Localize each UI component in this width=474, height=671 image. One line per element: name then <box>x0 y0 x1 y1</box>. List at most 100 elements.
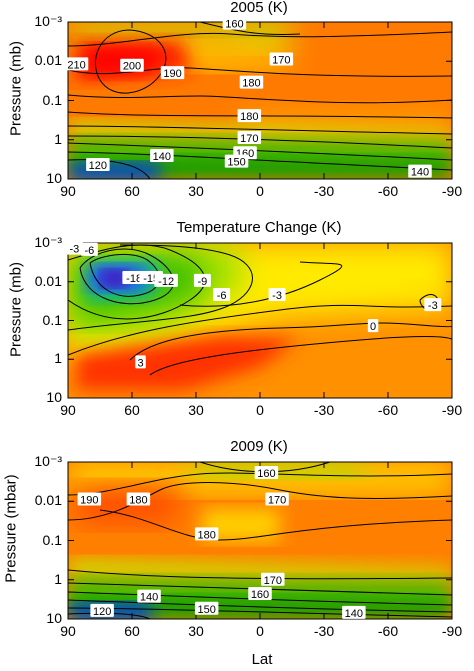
svg-text:160: 160 <box>251 589 269 601</box>
y-tick-label: 1 <box>54 350 62 367</box>
x-tick-label: 30 <box>188 183 204 199</box>
svg-text:180: 180 <box>197 529 215 541</box>
contour-label: 170 <box>237 130 262 145</box>
y-tick-label: 10 <box>46 389 62 405</box>
svg-text:140: 140 <box>345 608 363 620</box>
heat-region <box>183 462 376 478</box>
contour-label: 0 <box>367 319 379 333</box>
heat-region <box>202 509 280 541</box>
contour-line <box>68 111 452 119</box>
contour-label: 180 <box>126 492 151 506</box>
y-tick-label: 0.01 <box>34 52 62 69</box>
y-tick-label: 10 <box>46 170 62 186</box>
svg-text:150: 150 <box>197 604 215 616</box>
contour-line <box>99 509 452 541</box>
x-tick-label: -90 <box>441 623 463 639</box>
contour-label: 160 <box>248 586 272 601</box>
contour-label: 160 <box>222 16 247 31</box>
svg-text:-18: -18 <box>126 273 142 285</box>
contour-label: 150 <box>224 154 249 169</box>
svg-text:-6: -6 <box>84 245 94 257</box>
y-tick-label: 0.01 <box>34 272 62 289</box>
contour-label: -3 <box>424 298 442 312</box>
y-tick-label: 1 <box>54 130 62 147</box>
heat-region <box>68 157 452 179</box>
contour-line <box>179 261 343 307</box>
contour-line <box>68 304 452 356</box>
contour-line <box>68 612 151 619</box>
contour-line <box>68 569 452 580</box>
contour-label: 170 <box>269 52 294 66</box>
x-tick-label: 0 <box>256 183 264 199</box>
contour-line <box>149 336 452 376</box>
svg-text:170: 170 <box>264 575 282 587</box>
heat-region <box>405 281 437 295</box>
svg-text:120: 120 <box>93 606 111 618</box>
svg-text:190: 190 <box>163 68 181 80</box>
contour-line <box>68 142 452 161</box>
svg-text:-3: -3 <box>70 244 80 256</box>
contour-label: 180 <box>194 527 219 541</box>
x-tick-label: -90 <box>441 402 463 418</box>
svg-text:140: 140 <box>140 592 158 604</box>
svg-text:140: 140 <box>411 167 429 179</box>
x-tick-label: -90 <box>441 183 463 199</box>
svg-text:160: 160 <box>225 19 243 31</box>
y-tick-label: 10⁻³ <box>34 453 62 469</box>
contour-label: -12 <box>154 273 178 288</box>
svg-text:-3: -3 <box>272 290 282 302</box>
contour-label: 190 <box>160 66 185 80</box>
svg-text:180: 180 <box>240 111 258 123</box>
panel-title-change: Temperature Change (K) <box>176 219 342 236</box>
x-tick-label: 60 <box>124 183 140 199</box>
heatmap-field-0 <box>68 22 452 179</box>
contour-line <box>68 159 151 179</box>
contour-label: 140 <box>137 589 161 604</box>
y-tick-label: 1 <box>54 570 62 587</box>
x-tick-label: -60 <box>377 623 399 639</box>
panel-title-2009: 2009 (K) <box>230 438 288 455</box>
svg-text:-6: -6 <box>217 290 227 302</box>
contour-label: 150 <box>194 601 219 616</box>
contour-label: 170 <box>265 492 289 506</box>
contour-label: 140 <box>150 149 174 163</box>
contour-line <box>68 482 452 521</box>
contour-label: 3 <box>135 355 146 369</box>
contour-line <box>68 582 452 596</box>
contour-label: 190 <box>77 492 102 506</box>
contour-line <box>68 244 253 331</box>
svg-text:-9: -9 <box>198 276 208 288</box>
contour-line <box>68 31 452 47</box>
svg-text:-12: -12 <box>158 276 174 288</box>
contour-line <box>68 125 452 135</box>
contour-line <box>68 135 452 149</box>
contour-label: 180 <box>237 109 262 123</box>
contour-label: 120 <box>86 158 110 172</box>
svg-text:210: 210 <box>67 59 85 71</box>
contour-line <box>68 472 452 496</box>
contour-label: 160 <box>254 465 279 480</box>
y-tick-label: 10 <box>46 610 62 626</box>
contour-line <box>68 599 452 613</box>
contour-line <box>199 22 301 35</box>
contour-label: -9 <box>193 273 211 288</box>
x-tick-label: -60 <box>377 402 399 418</box>
svg-text:-3: -3 <box>428 300 438 312</box>
svg-text:3: 3 <box>137 357 143 369</box>
svg-text:120: 120 <box>89 160 107 172</box>
heat-region <box>102 270 126 287</box>
contour-label: -6 <box>213 288 231 302</box>
x-tick-label: 60 <box>124 623 140 639</box>
heat-region <box>68 163 161 179</box>
y-tick-label: 10⁻³ <box>34 13 62 29</box>
panel-title-2005: 2005 (K) <box>230 0 288 16</box>
contour-label: 200 <box>120 58 144 73</box>
x-tick-label: 90 <box>60 623 76 639</box>
contour-line <box>68 67 452 77</box>
contour-label: 210 <box>64 57 89 71</box>
x-tick-label: 60 <box>124 402 140 418</box>
heat-region <box>75 336 299 391</box>
svg-text:170: 170 <box>268 494 286 506</box>
contour-line <box>68 151 452 171</box>
contour-label: 180 <box>239 75 264 90</box>
